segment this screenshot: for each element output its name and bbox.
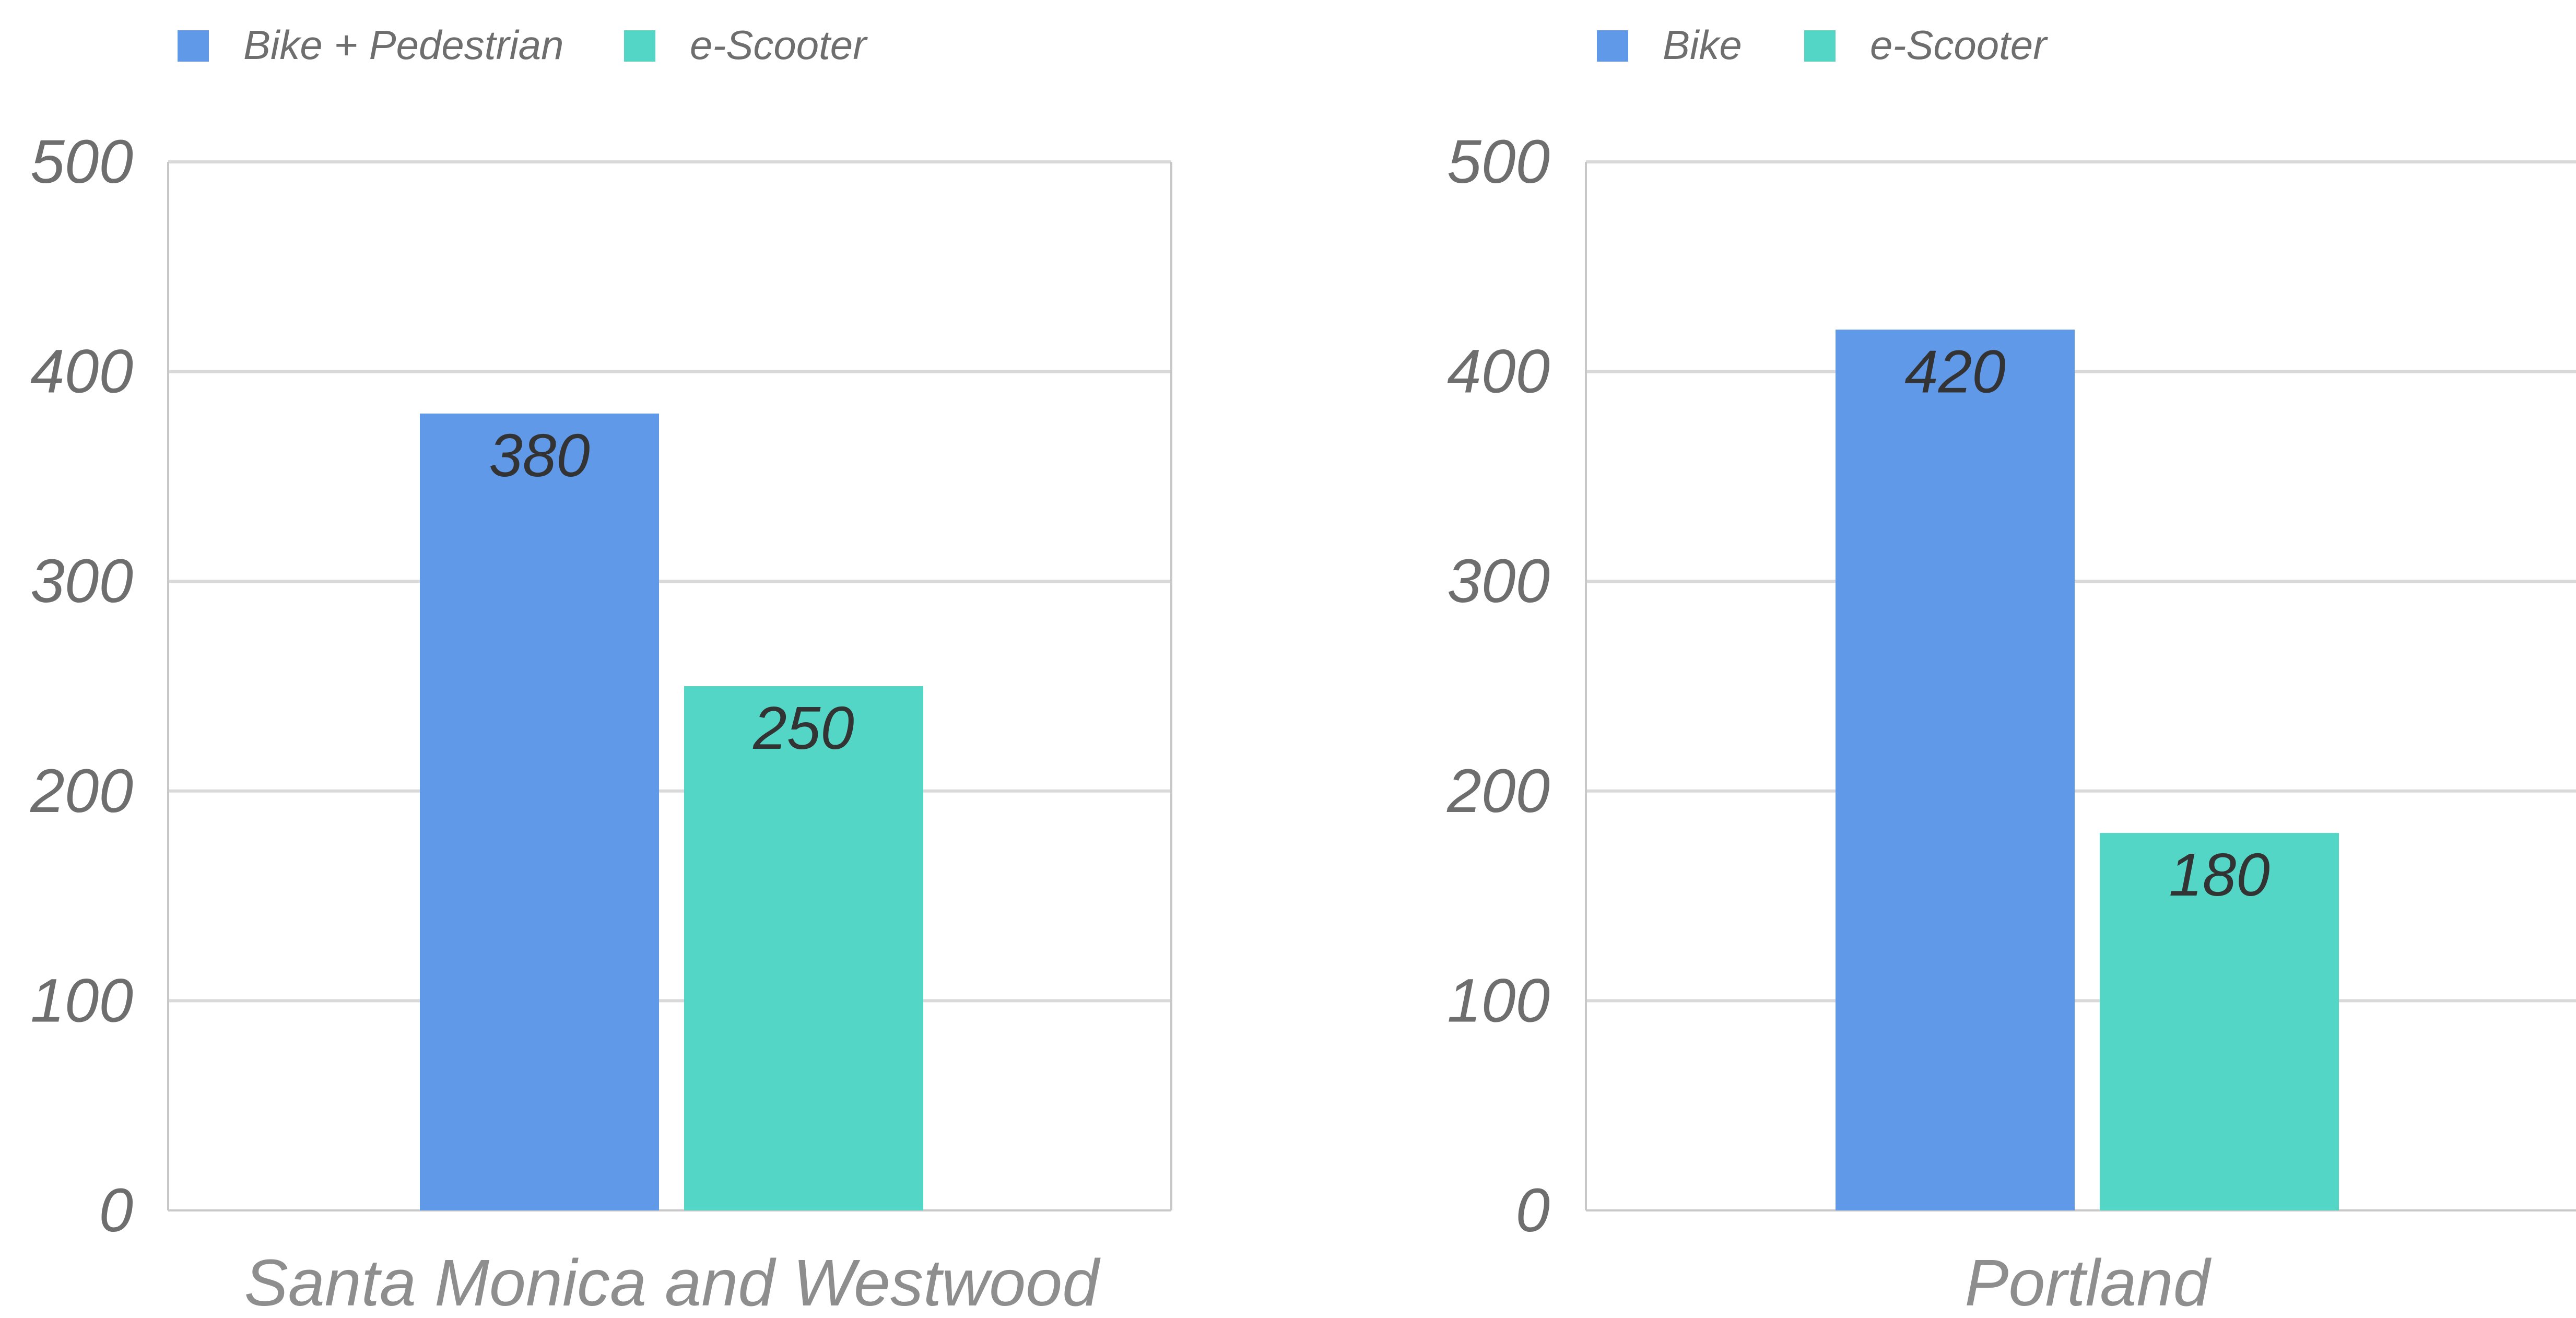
- chart1-bar-e-scooter: [684, 686, 923, 1210]
- chart1-bar-value-label: 250: [752, 694, 854, 762]
- chart1-legend-label: Bike + Pedestrian: [243, 22, 564, 68]
- chart1-category-label: Santa Monica and Westwood: [244, 1246, 1101, 1315]
- chart1-y-tick-label: 400: [30, 337, 133, 406]
- chart2-y-tick-label: 100: [1447, 966, 1550, 1035]
- chart2-category-label: Portland: [1965, 1246, 2212, 1315]
- chart1-y-tick-label: 200: [30, 757, 133, 826]
- chart1-bar-bike-pedestrian: [420, 413, 659, 1211]
- chart2-legend-label: e-Scooter: [1870, 22, 2048, 68]
- chart1-legend-label: e-Scooter: [690, 22, 868, 68]
- chart2-legend-swatch: [1804, 30, 1836, 62]
- chart2-y-tick-label: 500: [1447, 127, 1550, 196]
- chart2-legend-label: Bike: [1663, 22, 1742, 68]
- chart1-y-tick-label: 500: [30, 127, 133, 196]
- chart1-bar-value-label: 380: [489, 421, 590, 489]
- chart2-bar-value-label: 180: [2169, 841, 2270, 909]
- chart1-y-tick-label: 100: [30, 966, 133, 1035]
- chart2-y-tick-label: 0: [1515, 1176, 1550, 1245]
- chart2-bar-bike: [1836, 330, 2075, 1210]
- chart2-y-tick-label: 400: [1447, 337, 1550, 406]
- chart1-legend-swatch: [178, 30, 209, 62]
- chart1-y-tick-label: 0: [99, 1176, 133, 1245]
- chart2-y-tick-label: 200: [1446, 757, 1550, 826]
- chart2-legend-swatch: [1597, 30, 1628, 62]
- chart1-y-tick-label: 300: [30, 547, 133, 616]
- chart2-bar-e-scooter: [2100, 833, 2339, 1210]
- chart1-legend-swatch: [624, 30, 655, 62]
- chart2-y-tick-label: 300: [1447, 547, 1550, 616]
- chart2-bar-value-label: 420: [1904, 337, 2006, 405]
